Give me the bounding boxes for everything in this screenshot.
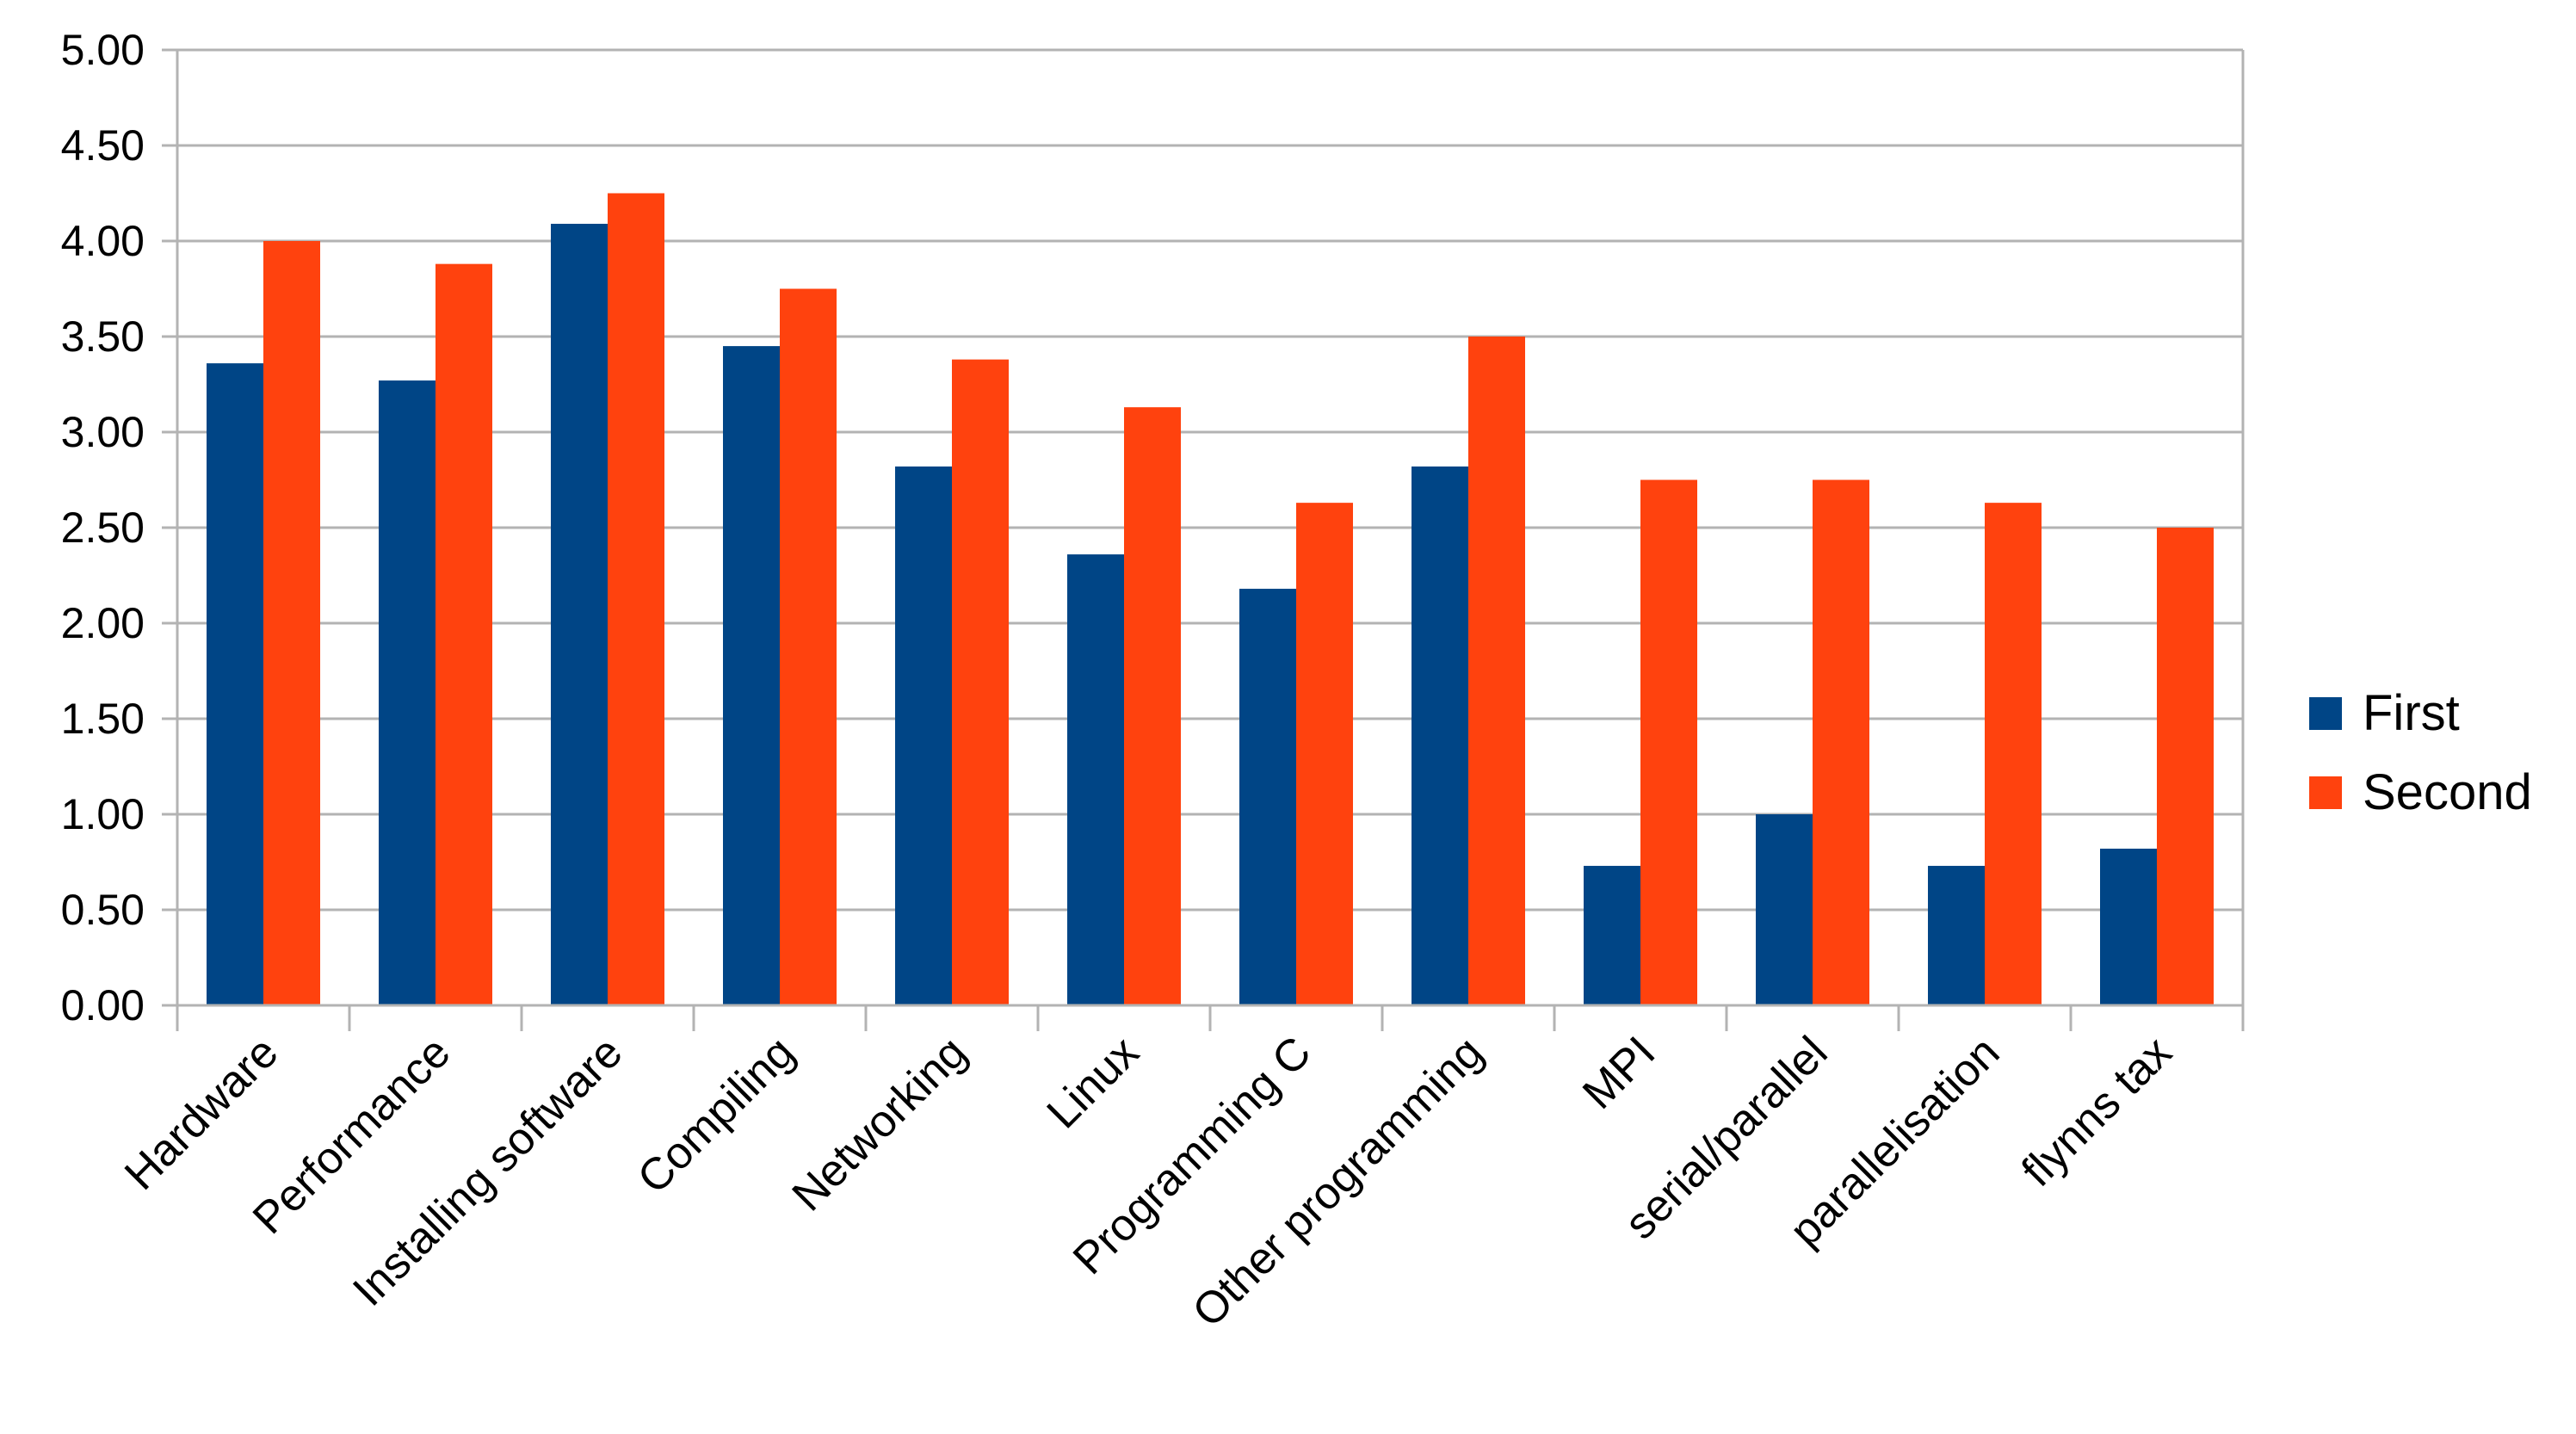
x-tick-label: Networking <box>783 1027 977 1221</box>
bar-first <box>2100 848 2157 1005</box>
x-tick-label: Other programming <box>1183 1027 1493 1337</box>
x-tick-label: MPI <box>1573 1027 1665 1118</box>
bar-second <box>1124 407 1181 1005</box>
y-tick-label: 0.50 <box>61 886 145 934</box>
y-tick-label: 2.50 <box>61 504 145 552</box>
bar-first <box>551 224 608 1005</box>
x-tick-label: flynns tax <box>2012 1027 2181 1196</box>
bar-second <box>608 193 664 1005</box>
bar-first <box>1412 466 1468 1005</box>
x-tick-label: Compiling <box>628 1027 805 1203</box>
y-tick-label: 5.00 <box>61 26 145 74</box>
bar-first <box>1239 589 1296 1005</box>
legend-swatch-first <box>2309 697 2342 730</box>
legend: First Second <box>2309 685 2532 820</box>
bar-first <box>723 346 780 1006</box>
bar-first <box>1756 814 1813 1005</box>
bar-first <box>1067 554 1124 1005</box>
bar-second <box>263 241 320 1005</box>
bar-second <box>1468 337 1525 1005</box>
bar-second <box>2157 528 2214 1005</box>
bar-second <box>1296 503 1353 1005</box>
bars <box>207 193 2214 1006</box>
y-tick-label: 1.00 <box>61 790 145 838</box>
bar-first <box>895 466 952 1005</box>
y-axis-ticks: 0.00 0.50 1.00 1.50 2.00 2.50 3.00 3.50 4.00 4.50… <box>61 26 145 1029</box>
x-tick-label: Hardware <box>115 1027 287 1199</box>
axes <box>162 50 2245 1031</box>
bar-second <box>1640 479 1697 1005</box>
bar-second <box>1985 503 2042 1005</box>
y-tick-label: 1.50 <box>61 695 145 743</box>
bar-first <box>1928 865 1985 1005</box>
y-tick-label: 2.00 <box>61 599 145 647</box>
y-tick-label: 4.00 <box>61 217 145 265</box>
bar-second <box>952 359 1009 1005</box>
x-tick-label: Linux <box>1038 1027 1149 1138</box>
bar-second <box>436 263 492 1005</box>
y-tick-label: 4.50 <box>61 121 145 170</box>
bar-second <box>780 288 837 1005</box>
bar-first <box>379 380 436 1005</box>
bar-second <box>1813 479 1869 1005</box>
bar-first <box>1584 865 1640 1005</box>
gridlines <box>162 48 2243 1007</box>
legend-label-first: First <box>2363 685 2460 741</box>
legend-swatch-second <box>2309 776 2342 809</box>
legend-label-second: Second <box>2363 764 2532 820</box>
bar-first <box>207 363 263 1006</box>
y-tick-label: 0.00 <box>61 981 145 1029</box>
y-tick-label: 3.00 <box>61 408 145 456</box>
y-tick-label: 3.50 <box>61 312 145 361</box>
